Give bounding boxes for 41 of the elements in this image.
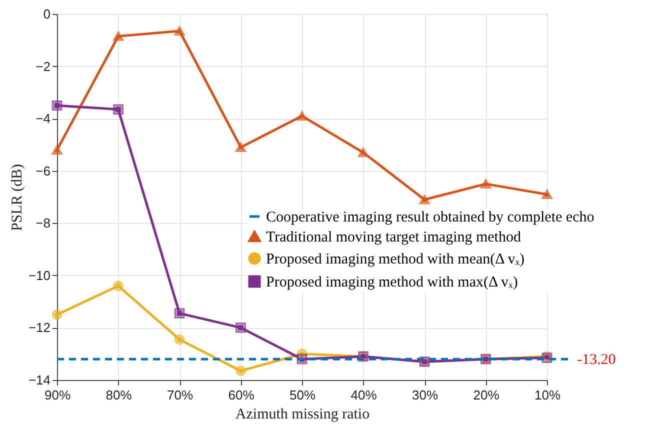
legend-label: Proposed imaging method with mean(Δ vₓ) [266,252,525,268]
y-tick-label: −12 [28,320,50,336]
point [52,309,62,320]
y-tick-label: −6 [36,163,50,178]
y-tick-label: 0 [43,6,50,22]
point [542,190,552,200]
y-tick-label: −10 [28,268,50,283]
point [480,179,491,189]
y-tick-label: −2 [36,58,50,74]
x-tick-label: 10% [534,388,561,402]
point [419,194,430,204]
point [52,145,62,155]
point [174,334,185,345]
y-axis-title: PSLR (dB) [9,164,26,232]
point [358,148,368,158]
y-tick-label: −8 [36,216,50,231]
point [52,100,62,111]
x-tick-label: 30% [412,388,438,402]
point [236,142,246,152]
point [113,104,124,115]
y-tick-label: −14 [28,372,50,388]
point [174,26,185,36]
y-tick-label: −4 [36,111,50,126]
legend-label: Cooperative imaging result obtained by complete echo [266,210,594,226]
point [113,32,124,41]
legend-label: Traditional moving target imaging method [266,230,522,246]
x-axis-title: Azimuth missing ratio [235,406,370,422]
x-tick-label: 40% [350,388,378,402]
point [296,111,308,121]
legend-label: Proposed imaging method with max(Δ vₓ) [266,274,518,290]
x-tick-label: 90% [44,388,71,402]
x-tick-label: 20% [473,388,500,402]
x-tick-label: 60% [228,388,255,402]
x-tick-label: 70% [166,388,194,402]
x-tick-label: 80% [106,388,132,402]
x-tick-label: 50% [289,388,316,402]
point [236,322,246,333]
point [174,308,185,319]
point [113,280,124,292]
point [236,366,246,376]
text: -13.20 [577,352,616,368]
